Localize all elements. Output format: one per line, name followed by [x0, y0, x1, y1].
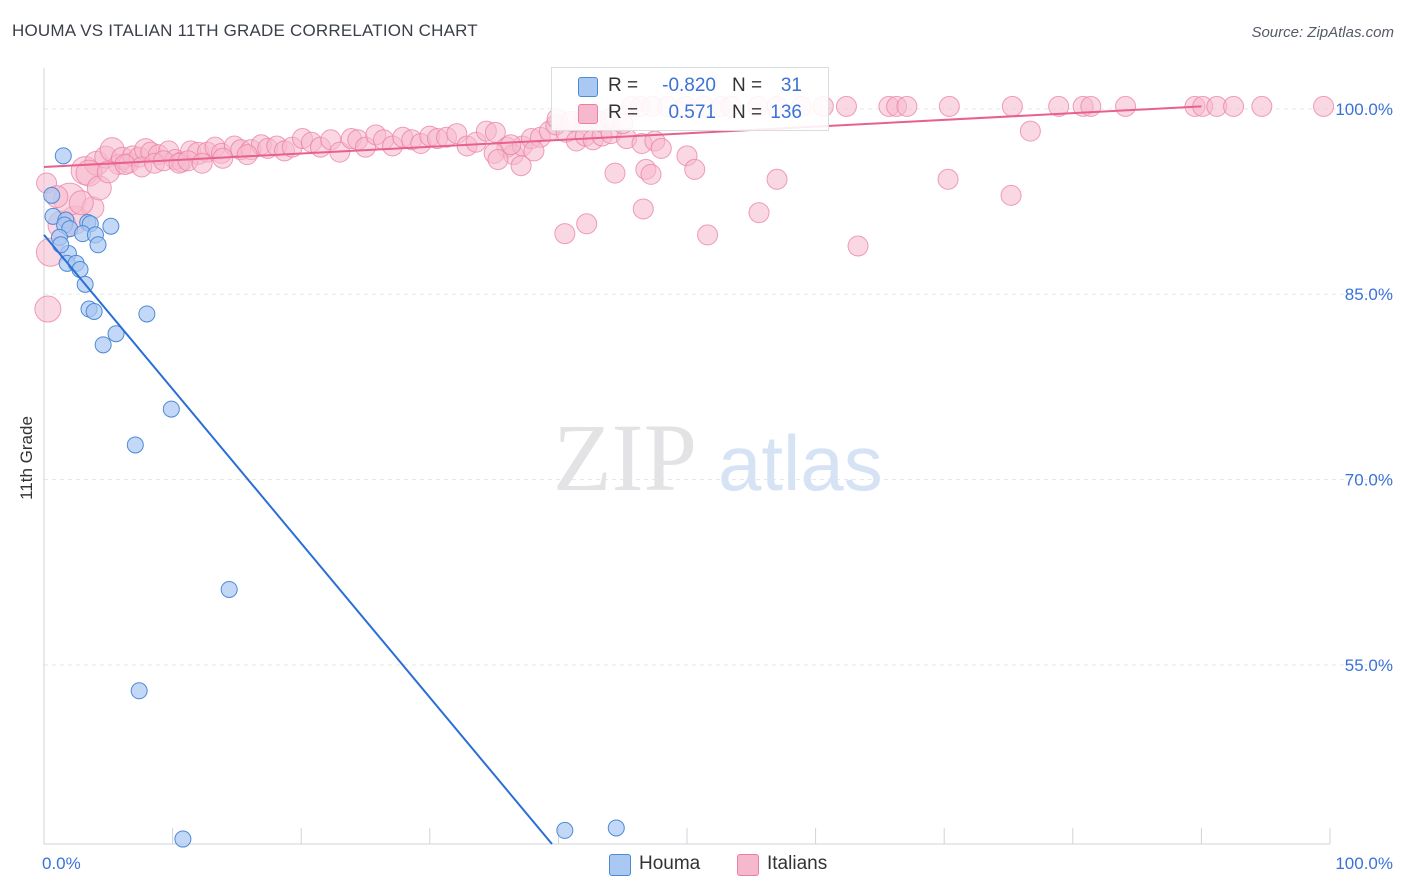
- houma-point-16: [71, 261, 89, 278]
- x-tick-label-0: 0.0%: [42, 854, 81, 873]
- italians-point-72: [650, 137, 672, 159]
- stats-legend: R = -0.820 N = 31 R = 0.571 N = 136: [551, 67, 829, 131]
- watermark-zip: ZIP: [553, 404, 697, 511]
- italians-point-98: [938, 95, 960, 117]
- houma-point-30: [52, 236, 70, 254]
- italians-point-139: [191, 152, 213, 174]
- houma-point-0: [54, 147, 72, 165]
- italians-point-110: [1019, 120, 1041, 142]
- italians-point-124: [554, 223, 576, 245]
- y-tick-label-0: 100.0%: [1335, 100, 1393, 119]
- italians-point-141: [236, 144, 258, 166]
- houma-point-27: [174, 830, 192, 848]
- houma-legend-label: Houma: [639, 853, 701, 874]
- italians-point-118: [766, 168, 788, 190]
- legend-row-houma: R = -0.820 N = 31: [552, 74, 828, 100]
- italians-point-109: [1313, 95, 1335, 117]
- houma-point-19: [85, 303, 103, 321]
- italians-trend-line: [43, 105, 1202, 168]
- italians-legend-swatch: [737, 854, 759, 876]
- italians-point-108: [1251, 95, 1273, 117]
- x-tick-label-1: 100.0%: [1335, 854, 1393, 873]
- watermark-atlas: atlas: [718, 419, 883, 507]
- italians-point-115: [510, 155, 532, 177]
- houma-r-label: R =: [608, 75, 639, 96]
- italians-n-value: 136: [770, 102, 802, 123]
- houma-point-22: [94, 336, 112, 354]
- houma-point-24: [126, 436, 144, 454]
- italians-point-116: [604, 162, 626, 184]
- italians-point-117: [640, 163, 662, 185]
- chart-title: HOUMA VS ITALIAN 11TH GRADE CORRELATION …: [12, 21, 478, 40]
- houma-n-label: N =: [732, 75, 763, 96]
- italians-point-103: [1115, 95, 1137, 117]
- italians-point-120: [1000, 184, 1022, 206]
- houma-point-26: [130, 682, 148, 700]
- houma-point-1: [43, 186, 61, 204]
- houma-point-9: [102, 217, 120, 235]
- y-tick-label-3: 55.0%: [1345, 656, 1393, 675]
- italians-n-label: N =: [732, 102, 763, 123]
- italians-point-129: [68, 190, 94, 216]
- houma-point-23: [162, 400, 180, 418]
- y-axis-title: 11th Grade: [17, 416, 36, 500]
- italians-point-94: [835, 95, 857, 117]
- italians-point-100: [1048, 95, 1070, 117]
- italians-r-label: R =: [608, 102, 639, 123]
- italians-point-126: [847, 235, 869, 257]
- italians-point-119: [937, 168, 959, 190]
- trend-layer: [43, 105, 1202, 845]
- italians-legend-label: Italians: [767, 853, 828, 874]
- series-legend: Houma Italians: [0, 852, 1406, 878]
- houma-point-21: [107, 325, 125, 343]
- houma-legend-swatch: [609, 854, 631, 876]
- italians-point-99: [1001, 95, 1023, 117]
- houma-point-20: [138, 305, 156, 323]
- houma-swatch: [578, 77, 598, 97]
- italians-point-1: [34, 295, 62, 323]
- italians-point-97: [896, 95, 918, 117]
- italians-point-121: [632, 198, 654, 220]
- italians-point-107: [1223, 95, 1245, 117]
- houma-point-12: [89, 236, 107, 254]
- source-label: Source: ZipAtlas.com: [1251, 24, 1394, 41]
- italians-point-114: [487, 149, 509, 171]
- houma-r-value: -0.820: [662, 75, 716, 96]
- italians-point-112: [684, 158, 706, 180]
- italians-point-123: [576, 213, 598, 235]
- italians-r-value: 0.571: [668, 102, 716, 123]
- tick-label-layer: 100.0% 85.0% 70.0% 55.0% 0.0% 100.0%: [42, 100, 1393, 873]
- italians-point-73: [500, 134, 522, 156]
- grid-layer: [44, 108, 1392, 666]
- y-tick-label-2: 70.0%: [1345, 471, 1393, 490]
- houma-points: [43, 147, 625, 848]
- italians-point-125: [697, 224, 719, 246]
- houma-n-value: 31: [780, 75, 802, 96]
- italians-point-122: [748, 202, 770, 224]
- houma-point-29: [607, 819, 625, 837]
- y-tick-label-1: 85.0%: [1345, 285, 1393, 304]
- houma-trend-line: [43, 234, 553, 845]
- houma-point-28: [556, 821, 574, 839]
- houma-point-25: [220, 580, 238, 598]
- legend-row-italians: R = 0.571 N = 136: [552, 101, 828, 127]
- italians-swatch: [578, 104, 598, 124]
